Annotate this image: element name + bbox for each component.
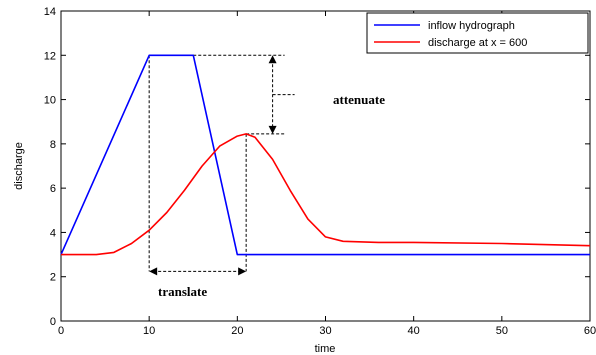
y-axis-label: discharge: [13, 142, 25, 190]
legend-label-inflow: inflow hydrograph: [428, 20, 515, 32]
attenuate-label: attenuate: [333, 92, 385, 107]
series-line-1: [61, 133, 591, 256]
y-tick-label-0: 0: [50, 316, 56, 328]
series-lines: [60, 54, 591, 256]
x-axis-label: time: [315, 343, 336, 355]
y-tick-label-5: 10: [44, 95, 56, 107]
legend-label-discharge: discharge at x = 600: [428, 37, 527, 49]
x-tick-label-3: 30: [319, 325, 331, 337]
y-tick-label-2: 4: [50, 227, 56, 239]
x-tick-label-6: 60: [584, 325, 596, 337]
axis-ticks: 0 10 20 30 40 50 60 0 2 4 6 8 10 12 14: [44, 6, 596, 337]
legend: inflow hydrograph discharge at x = 600: [366, 12, 589, 54]
y-tick-label-6: 12: [44, 50, 56, 62]
translate-arrowhead-right: [238, 267, 247, 276]
translate-arrowhead-left: [149, 267, 158, 276]
translate-label: translate: [158, 284, 207, 299]
attenuate-arrowhead-top: [268, 55, 277, 64]
x-tick-label-0: 0: [58, 325, 64, 337]
y-tick-label-4: 8: [50, 139, 56, 151]
y-tick-label-1: 2: [50, 272, 56, 284]
legend-box: [366, 12, 589, 54]
series-line-0: [60, 54, 590, 256]
plot-area: [60, 10, 591, 322]
x-tick-label-1: 10: [143, 325, 155, 337]
y-tick-label-3: 6: [50, 183, 56, 195]
x-tick-label-2: 20: [231, 325, 243, 337]
y-tick-label-7: 14: [44, 6, 56, 18]
x-tick-label-5: 50: [496, 325, 508, 337]
x-tick-label-4: 40: [408, 325, 420, 337]
attenuate-arrowhead-bottom: [268, 125, 277, 134]
annotation-guides: [148, 54, 295, 276]
